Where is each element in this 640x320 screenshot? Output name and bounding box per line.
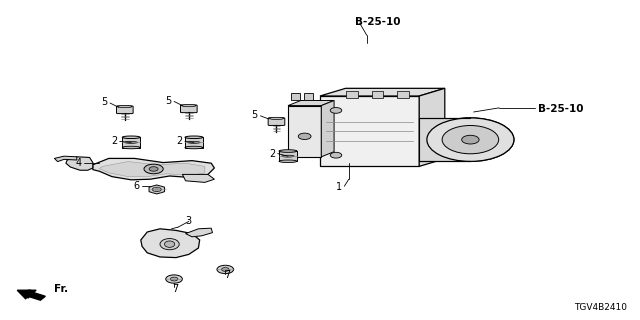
Polygon shape xyxy=(54,156,77,162)
Ellipse shape xyxy=(182,104,196,107)
Polygon shape xyxy=(419,118,470,161)
Polygon shape xyxy=(419,88,445,166)
Ellipse shape xyxy=(185,146,203,149)
Ellipse shape xyxy=(160,239,179,250)
Circle shape xyxy=(217,265,234,274)
Ellipse shape xyxy=(122,136,140,139)
Text: TGV4B2410: TGV4B2410 xyxy=(574,303,627,312)
FancyBboxPatch shape xyxy=(372,91,383,98)
Text: 6: 6 xyxy=(133,181,140,191)
FancyBboxPatch shape xyxy=(116,106,133,114)
Ellipse shape xyxy=(282,155,294,157)
FancyBboxPatch shape xyxy=(397,91,409,98)
Circle shape xyxy=(330,108,342,113)
Ellipse shape xyxy=(279,160,297,163)
Polygon shape xyxy=(66,157,93,170)
FancyBboxPatch shape xyxy=(291,93,300,100)
Circle shape xyxy=(330,152,342,158)
FancyBboxPatch shape xyxy=(268,118,285,125)
Polygon shape xyxy=(93,158,214,180)
FancyBboxPatch shape xyxy=(288,106,321,157)
Ellipse shape xyxy=(188,141,200,143)
Ellipse shape xyxy=(461,135,479,144)
Text: B-25-10: B-25-10 xyxy=(538,104,583,114)
Circle shape xyxy=(149,167,158,171)
Text: 2: 2 xyxy=(176,136,182,147)
Ellipse shape xyxy=(269,117,284,120)
Circle shape xyxy=(170,277,178,281)
FancyBboxPatch shape xyxy=(304,93,313,100)
Ellipse shape xyxy=(427,118,514,161)
Text: 1: 1 xyxy=(336,182,342,192)
Text: 5: 5 xyxy=(165,96,172,106)
Polygon shape xyxy=(99,162,205,177)
Polygon shape xyxy=(321,100,334,157)
Circle shape xyxy=(166,275,182,283)
FancyBboxPatch shape xyxy=(320,96,419,166)
FancyBboxPatch shape xyxy=(180,105,197,113)
Ellipse shape xyxy=(442,125,499,154)
Ellipse shape xyxy=(279,150,297,152)
Ellipse shape xyxy=(427,118,514,161)
Ellipse shape xyxy=(122,146,140,149)
FancyBboxPatch shape xyxy=(185,137,203,148)
Ellipse shape xyxy=(118,106,132,108)
Text: B-25-10: B-25-10 xyxy=(355,17,401,28)
Ellipse shape xyxy=(125,141,138,143)
Circle shape xyxy=(152,187,161,192)
Circle shape xyxy=(144,164,163,174)
Polygon shape xyxy=(141,229,200,258)
FancyBboxPatch shape xyxy=(346,91,358,98)
Text: 2: 2 xyxy=(269,148,275,159)
Text: 2: 2 xyxy=(111,136,117,147)
Polygon shape xyxy=(288,100,334,106)
Polygon shape xyxy=(17,290,45,300)
Text: 4: 4 xyxy=(76,158,82,168)
Ellipse shape xyxy=(185,136,203,139)
Circle shape xyxy=(298,133,311,140)
Text: 7: 7 xyxy=(172,284,179,294)
Text: Fr.: Fr. xyxy=(54,284,68,294)
FancyBboxPatch shape xyxy=(279,151,297,161)
Text: 5: 5 xyxy=(101,97,108,108)
FancyBboxPatch shape xyxy=(122,137,140,148)
Ellipse shape xyxy=(164,241,175,247)
Polygon shape xyxy=(320,88,445,96)
Polygon shape xyxy=(186,228,212,237)
Text: 7: 7 xyxy=(224,270,230,280)
Polygon shape xyxy=(149,185,164,194)
Polygon shape xyxy=(182,174,214,182)
Text: 5: 5 xyxy=(252,110,258,120)
Circle shape xyxy=(221,268,229,271)
Text: 3: 3 xyxy=(186,216,192,226)
